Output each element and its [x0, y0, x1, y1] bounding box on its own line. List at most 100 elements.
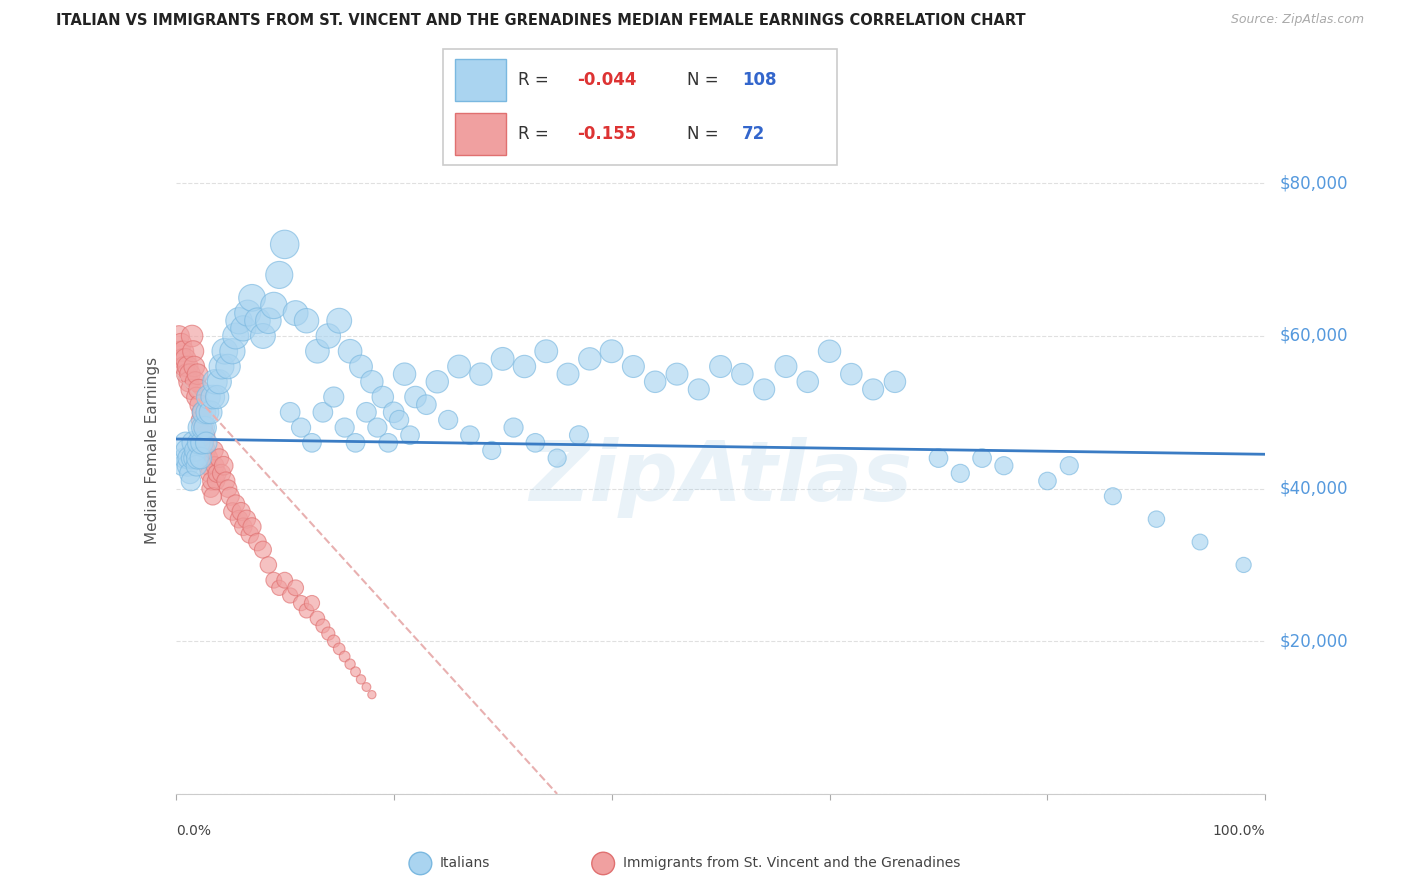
- Point: [318, 626, 340, 640]
- Point: [177, 458, 200, 473]
- Point: [190, 451, 212, 466]
- Point: [568, 428, 591, 442]
- Text: $20,000: $20,000: [1279, 632, 1348, 650]
- Point: [344, 665, 367, 679]
- Point: [513, 359, 536, 374]
- Point: [177, 359, 200, 374]
- Point: [356, 680, 378, 694]
- Text: ZipAtlas: ZipAtlas: [529, 437, 912, 518]
- Point: [191, 420, 214, 434]
- Point: [184, 443, 207, 458]
- Point: [710, 359, 733, 374]
- Point: [180, 474, 202, 488]
- Point: [202, 443, 225, 458]
- Text: N =: N =: [688, 125, 724, 143]
- Text: Source: ZipAtlas.com: Source: ZipAtlas.com: [1230, 13, 1364, 27]
- Circle shape: [592, 852, 614, 875]
- Point: [240, 520, 263, 534]
- Point: [214, 344, 236, 359]
- Circle shape: [409, 852, 432, 875]
- Point: [600, 344, 623, 359]
- Point: [263, 298, 285, 312]
- Point: [1057, 458, 1080, 473]
- Point: [377, 435, 399, 450]
- Point: [179, 367, 201, 381]
- Point: [246, 535, 269, 549]
- Point: [217, 359, 239, 374]
- Point: [190, 413, 212, 427]
- Point: [269, 581, 291, 595]
- Point: [225, 497, 247, 511]
- Point: [644, 375, 666, 389]
- Point: [187, 435, 209, 450]
- Point: [191, 435, 214, 450]
- Point: [172, 344, 194, 359]
- Point: [221, 344, 243, 359]
- Point: [201, 390, 224, 404]
- Point: [208, 451, 231, 466]
- Point: [225, 329, 247, 343]
- Text: R =: R =: [517, 71, 554, 89]
- Point: [312, 619, 335, 633]
- Point: [290, 596, 312, 610]
- Point: [841, 367, 863, 381]
- Point: [172, 351, 194, 366]
- Point: [194, 428, 217, 442]
- Text: 0.0%: 0.0%: [176, 824, 211, 838]
- Point: [232, 520, 254, 534]
- Point: [201, 489, 224, 503]
- Point: [195, 443, 218, 458]
- Point: [928, 451, 950, 466]
- Point: [180, 383, 202, 397]
- Point: [195, 435, 218, 450]
- Point: [339, 657, 361, 672]
- Point: [172, 458, 194, 473]
- Point: [188, 420, 211, 434]
- Point: [252, 329, 274, 343]
- Point: [371, 390, 394, 404]
- Point: [328, 314, 350, 328]
- Point: [415, 398, 437, 412]
- Point: [195, 405, 218, 419]
- Point: [295, 604, 318, 618]
- Point: [204, 375, 226, 389]
- Point: [339, 344, 361, 359]
- Point: [212, 458, 235, 473]
- Text: $60,000: $60,000: [1279, 327, 1348, 345]
- Point: [447, 359, 470, 374]
- Point: [217, 482, 239, 496]
- Point: [621, 359, 644, 374]
- Point: [167, 329, 190, 343]
- Point: [200, 405, 222, 419]
- Text: ITALIAN VS IMMIGRANTS FROM ST. VINCENT AND THE GRENADINES MEDIAN FEMALE EARNINGS: ITALIAN VS IMMIGRANTS FROM ST. VINCENT A…: [56, 13, 1026, 29]
- Point: [228, 314, 250, 328]
- Point: [312, 405, 335, 419]
- Point: [197, 390, 219, 404]
- Point: [688, 383, 710, 397]
- Point: [236, 306, 259, 320]
- FancyBboxPatch shape: [454, 60, 506, 102]
- Point: [307, 344, 329, 359]
- Point: [176, 443, 198, 458]
- Point: [546, 451, 568, 466]
- Point: [176, 367, 198, 381]
- Point: [186, 367, 209, 381]
- Point: [290, 420, 312, 434]
- Point: [360, 375, 382, 389]
- Point: [970, 451, 993, 466]
- Point: [211, 467, 233, 481]
- Point: [179, 467, 201, 481]
- Point: [195, 458, 218, 473]
- Point: [534, 344, 557, 359]
- Point: [333, 420, 356, 434]
- Point: [333, 649, 356, 664]
- Point: [205, 390, 228, 404]
- Text: 72: 72: [742, 125, 765, 143]
- Point: [284, 581, 307, 595]
- Text: Immigrants from St. Vincent and the Grenadines: Immigrants from St. Vincent and the Gren…: [623, 856, 960, 871]
- Point: [198, 467, 221, 481]
- Point: [186, 390, 208, 404]
- Point: [188, 398, 211, 412]
- Text: 100.0%: 100.0%: [1213, 824, 1265, 838]
- Point: [193, 435, 215, 450]
